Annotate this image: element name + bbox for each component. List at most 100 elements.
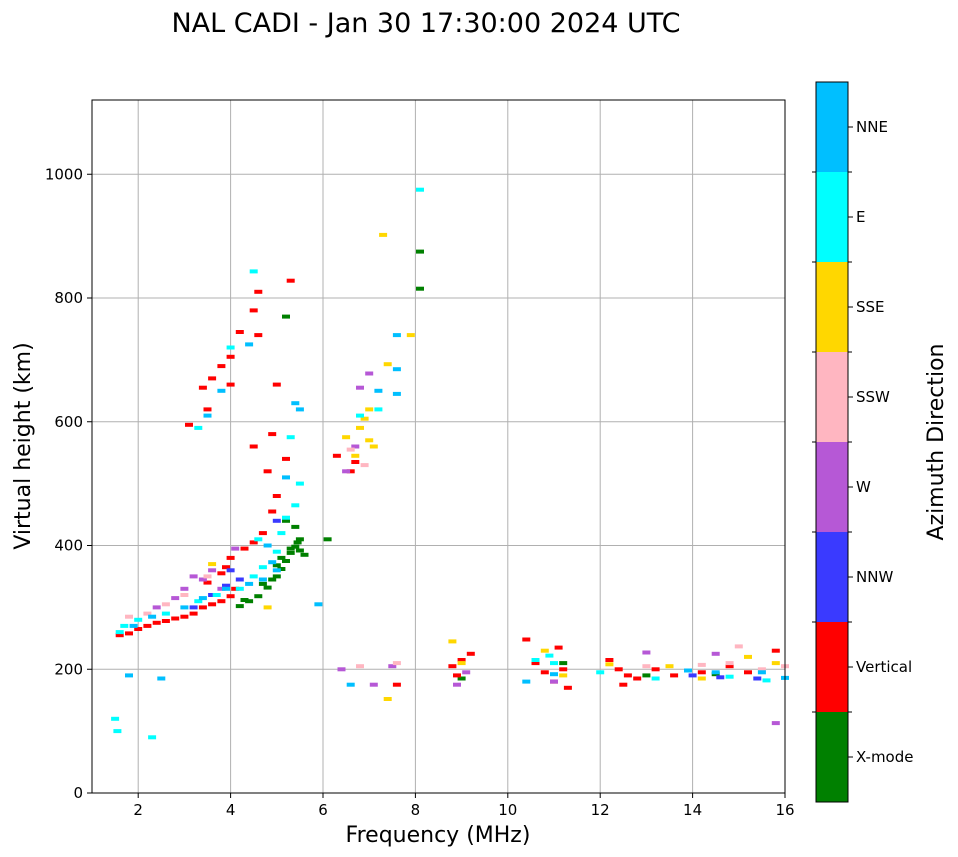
echo-point: [286, 546, 295, 551]
echo-point: [226, 594, 235, 599]
echo-point: [356, 664, 364, 669]
echo-point: [383, 697, 392, 701]
echo-point: [258, 565, 267, 570]
y-axis-label: Virtual height (km): [11, 342, 36, 549]
echo-point: [697, 676, 706, 681]
echo-point: [642, 673, 651, 678]
colorbar: X-mode Vertical NNW W SSW SSE E NNE: [812, 81, 913, 803]
echo-point: [545, 653, 554, 658]
echo-point: [323, 537, 332, 542]
echo-point: [217, 599, 226, 604]
x-tick-label: 4: [226, 801, 236, 819]
echo-point: [226, 568, 235, 573]
echo-point: [605, 662, 614, 667]
echo-point: [406, 333, 415, 338]
echo-point: [522, 679, 531, 684]
echo-point: [295, 407, 304, 412]
echo-point: [217, 364, 226, 369]
x-tick-label: 2: [133, 801, 143, 819]
echo-point: [189, 611, 198, 616]
echo-point: [684, 668, 692, 673]
colorbar-tick-label: W: [856, 478, 871, 496]
echo-point: [725, 664, 734, 669]
echo-point: [258, 577, 267, 582]
echo-point: [254, 289, 263, 294]
echo-point: [180, 605, 189, 610]
echo-point: [688, 673, 697, 678]
x-tick-label: 12: [591, 801, 610, 819]
echo-point: [665, 664, 674, 669]
echo-point: [235, 330, 244, 334]
echo-point: [235, 604, 244, 609]
axis-ticks: 2 4 6 8 10 12 14 16 0 200 400 600 800 1000: [45, 165, 795, 819]
echo-point: [342, 435, 351, 440]
echo-point: [453, 673, 461, 678]
echo-point: [272, 568, 281, 573]
echo-point: [369, 444, 378, 449]
echo-point: [152, 620, 161, 625]
echo-point: [231, 586, 240, 591]
echo-point: [115, 633, 124, 638]
y-tick-label: 600: [54, 413, 83, 431]
echo-point: [134, 617, 143, 622]
colorbar-tick-label: NNE: [856, 118, 888, 136]
echo-point: [365, 407, 374, 412]
colorbar-swatch: [816, 262, 848, 352]
echo-point: [342, 469, 351, 474]
colorbar-tick-label: SSE: [856, 298, 885, 316]
echo-point: [208, 562, 217, 567]
colorbar-swatch: [816, 442, 848, 532]
echo-point: [111, 716, 120, 721]
echo-point: [346, 469, 355, 474]
echo-point: [125, 673, 133, 678]
echo-point: [272, 382, 281, 387]
x-tick-label: 10: [498, 801, 517, 819]
echo-point: [392, 682, 401, 687]
echo-point: [466, 651, 475, 656]
echo-point: [711, 670, 720, 675]
echo-point: [180, 593, 189, 597]
echo-point: [744, 654, 752, 659]
y-tick-label: 0: [73, 784, 83, 802]
echo-point: [697, 670, 706, 675]
echo-point: [379, 232, 388, 237]
colorbar-tick-label: X-mode: [856, 748, 913, 766]
echo-point: [263, 605, 272, 610]
echo-point: [356, 413, 364, 418]
echo-point: [161, 611, 170, 616]
echo-point: [143, 611, 152, 616]
echo-point: [651, 676, 660, 681]
echo-point: [383, 362, 392, 367]
echo-point: [226, 345, 235, 350]
echo-point: [642, 650, 651, 655]
echo-point: [254, 594, 263, 599]
echo-point: [282, 456, 290, 461]
echo-point: [245, 342, 254, 347]
echo-point: [757, 670, 766, 675]
echo-point: [203, 580, 212, 585]
echo-point: [222, 565, 230, 570]
echo-point: [249, 540, 258, 545]
echo-point: [185, 422, 193, 427]
echo-point: [208, 602, 217, 607]
echo-point: [129, 623, 138, 628]
echo-point: [753, 676, 762, 681]
echo-point: [217, 586, 226, 591]
echo-point: [272, 563, 281, 568]
echo-point: [245, 599, 254, 604]
echo-point: [115, 630, 124, 635]
echo-point: [226, 382, 235, 387]
echo-point: [231, 546, 240, 551]
echo-point: [152, 605, 161, 610]
echo-point: [161, 619, 170, 623]
echo-point: [258, 581, 267, 586]
echo-point: [272, 574, 281, 579]
echo-point: [360, 416, 369, 421]
echo-point: [282, 518, 290, 523]
echo-point: [291, 401, 300, 406]
colorbar-swatch: [816, 82, 848, 172]
x-tick-label: 8: [411, 801, 421, 819]
echo-point: [198, 577, 207, 582]
echo-point: [254, 537, 263, 542]
echo-point: [249, 308, 258, 313]
